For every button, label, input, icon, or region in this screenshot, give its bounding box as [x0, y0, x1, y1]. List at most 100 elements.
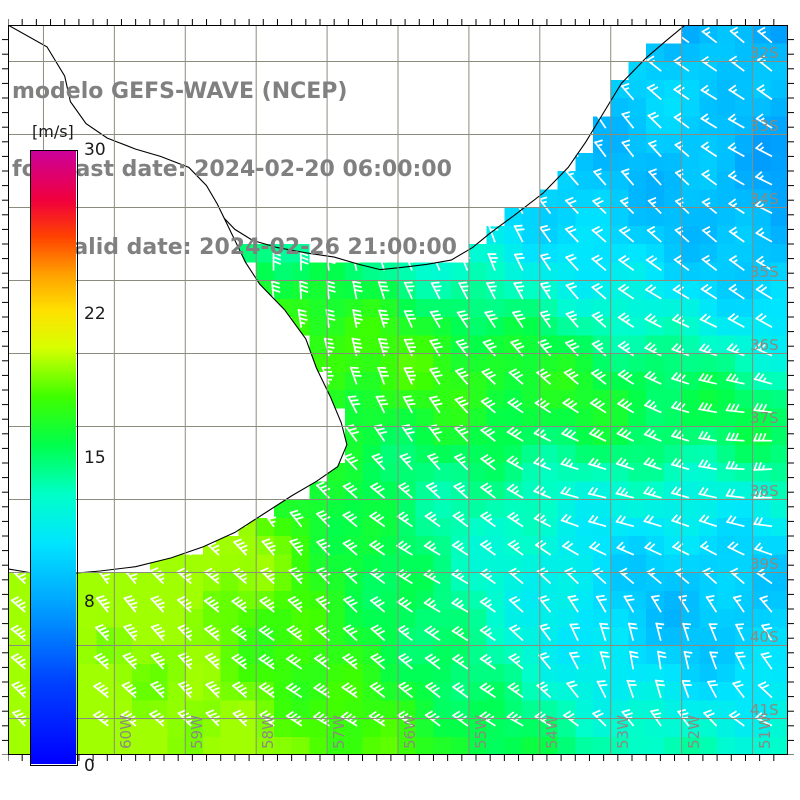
wind-barb	[753, 490, 773, 499]
wind-barb	[643, 399, 662, 414]
lat-label-41S: 41S	[750, 700, 779, 719]
wind-barb	[480, 425, 496, 442]
wind-barb	[671, 313, 690, 328]
wind-barb	[285, 653, 303, 670]
lon-label-57W: 57W	[330, 715, 349, 749]
wind-barb	[261, 538, 276, 556]
wind-barb	[734, 651, 746, 670]
wind-barb	[754, 542, 773, 556]
wind-barb	[285, 710, 303, 727]
wind-barb	[11, 709, 27, 727]
wind-barb	[589, 397, 607, 414]
wind-barb	[313, 682, 330, 699]
wind-barb	[698, 343, 718, 357]
wind-barb	[378, 309, 390, 328]
wind-barb	[698, 486, 718, 499]
wind-barb	[315, 595, 331, 613]
wind-barb	[760, 651, 773, 670]
wind-barb	[371, 453, 386, 471]
wind-barb	[347, 395, 361, 414]
wind-barb	[620, 168, 635, 186]
wind-barb	[728, 710, 745, 727]
wind-barb	[315, 481, 331, 499]
map-plot-area[interactable]	[8, 25, 788, 755]
wind-barb	[616, 427, 635, 442]
wind-barb	[564, 339, 580, 357]
wind-barb	[592, 168, 607, 186]
wind-barb	[314, 624, 330, 642]
wind-barb	[647, 168, 662, 186]
lat-label-38S: 38S	[750, 481, 779, 500]
bottom-axis-ticks	[8, 755, 788, 765]
wind-barb	[671, 514, 690, 528]
wind-barb	[654, 679, 665, 698]
wind-barb	[150, 623, 165, 642]
wind-barb	[588, 541, 607, 556]
wind-barb	[566, 139, 579, 158]
wind-barb	[727, 113, 745, 129]
wind-barb	[342, 539, 358, 556]
wind-barb	[754, 171, 773, 186]
wind-barb	[753, 432, 773, 442]
wind-barb	[734, 623, 745, 642]
wind-barb	[340, 711, 358, 727]
wind-barb	[591, 197, 607, 215]
wind-barb	[560, 486, 579, 499]
wind-barb	[458, 281, 470, 300]
wind-barb	[587, 486, 607, 499]
wind-barb	[616, 541, 635, 556]
wind-barb	[341, 682, 358, 699]
wind-barb	[423, 597, 441, 613]
wind-barb	[698, 514, 718, 528]
wind-barb	[94, 623, 110, 642]
wind-barb	[701, 254, 718, 271]
wind-barb	[732, 680, 745, 699]
wind-barb	[728, 283, 745, 300]
wind-barb	[508, 595, 524, 613]
wind-barb	[615, 457, 635, 471]
wind-barb	[727, 541, 745, 556]
wind-barb	[299, 280, 309, 300]
wind-barb	[429, 367, 443, 385]
wind-barb	[93, 652, 109, 670]
wind-barb	[454, 367, 470, 385]
wind-barb	[706, 680, 718, 699]
lon-label-51W: 51W	[755, 715, 774, 749]
wind-barb	[479, 711, 496, 727]
wind-barb	[623, 594, 635, 613]
wind-barb	[561, 540, 579, 556]
wind-barb	[533, 427, 552, 442]
wind-barb	[513, 224, 525, 243]
wind-barb	[725, 515, 745, 528]
wind-barb	[487, 252, 498, 271]
wind-barb	[451, 597, 469, 613]
wind-barb	[757, 26, 773, 44]
wind-barb	[701, 225, 718, 243]
wind-barb	[424, 511, 441, 528]
wind-barb	[568, 651, 580, 670]
wind-barb	[120, 710, 137, 727]
wind-barb	[700, 283, 718, 300]
wind-barb	[644, 341, 662, 357]
wind-barb	[617, 312, 635, 328]
wind-barb	[538, 595, 552, 613]
right-axis-ticks	[788, 25, 798, 755]
wind-barb	[424, 681, 441, 699]
wind-barb	[481, 367, 496, 385]
wind-barb	[753, 372, 773, 385]
wind-barb	[369, 681, 386, 699]
wind-barb	[452, 511, 469, 528]
wind-barb	[375, 395, 389, 414]
wind-barb	[728, 226, 745, 243]
wind-barb	[560, 513, 579, 528]
wind-barb	[176, 595, 192, 613]
wind-barb	[403, 366, 416, 385]
wind-barb	[599, 651, 610, 670]
wind-barb	[377, 366, 389, 385]
wind-barb	[591, 311, 607, 329]
wind-barb	[534, 711, 552, 727]
wind-barb	[643, 514, 662, 528]
wind-barb	[321, 366, 334, 385]
wind-barb	[506, 511, 524, 528]
wind-barb	[591, 339, 607, 357]
